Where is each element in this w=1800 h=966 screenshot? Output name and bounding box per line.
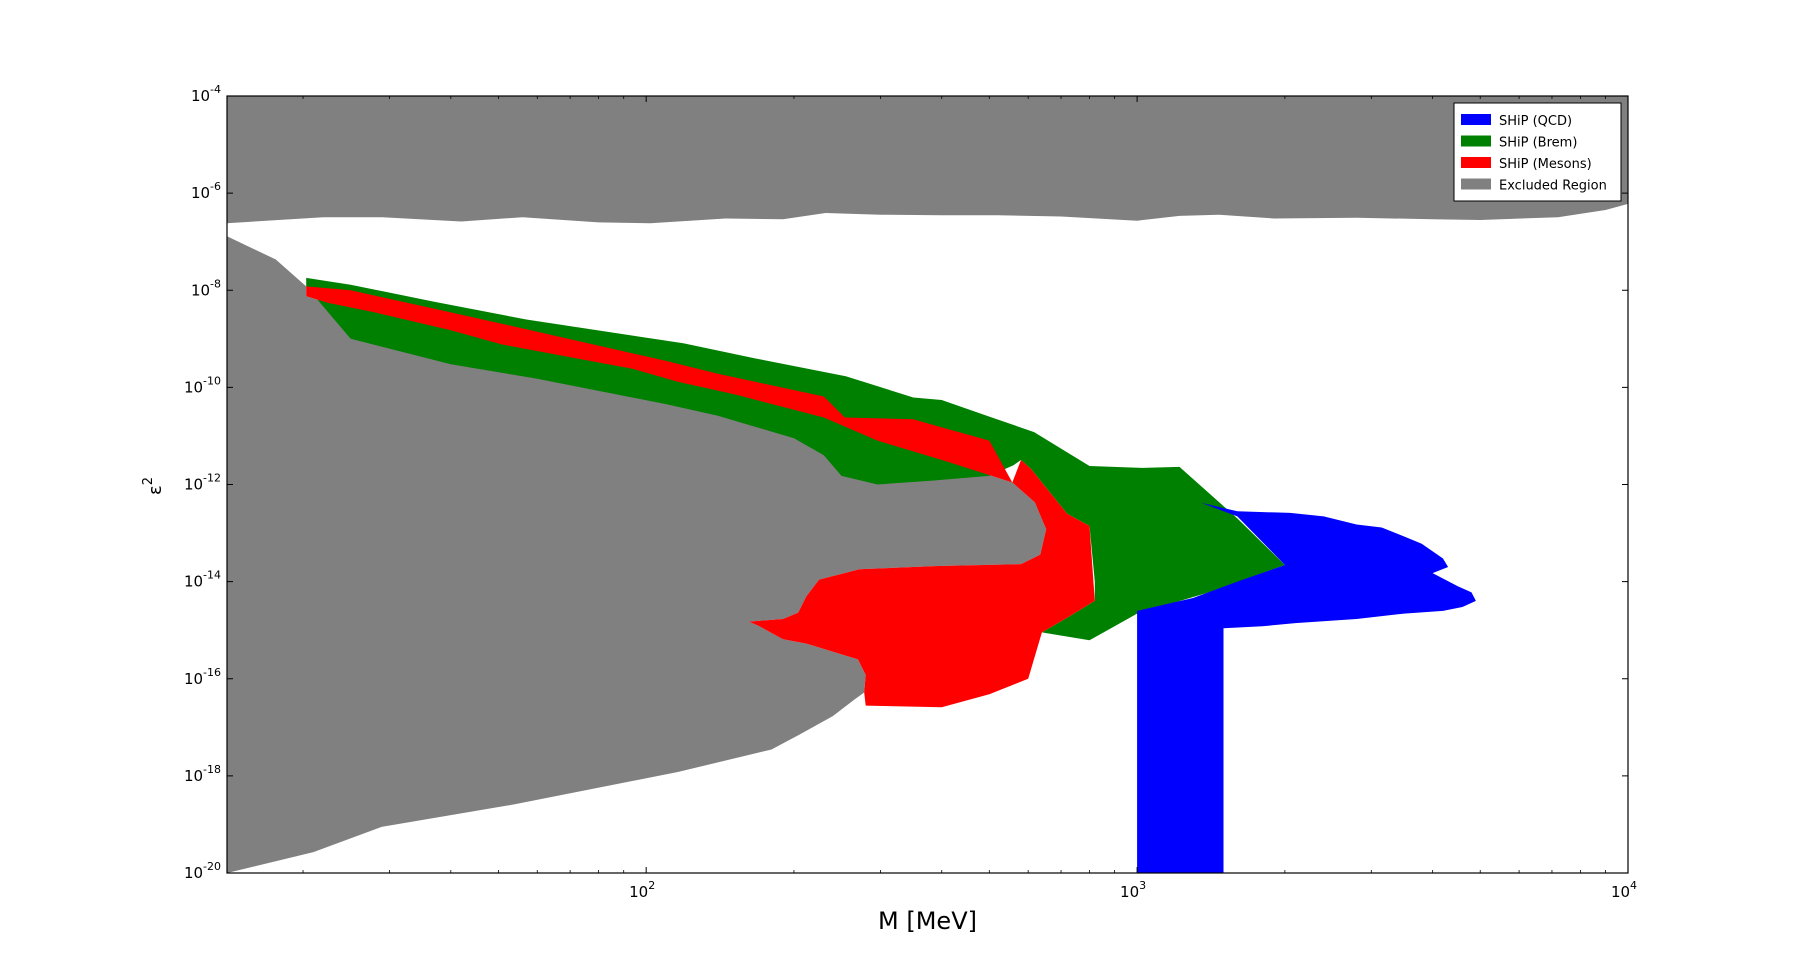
region-excluded-region-1 xyxy=(227,236,1047,873)
x-tick-label: 102 xyxy=(629,879,655,901)
legend-swatch xyxy=(1461,157,1491,168)
legend-swatch xyxy=(1461,114,1491,125)
y-tick-label: 10-20 xyxy=(184,860,221,882)
y-tick-label: 10-16 xyxy=(184,666,221,688)
x-tick-label: 103 xyxy=(1120,879,1146,901)
legend-swatch xyxy=(1461,135,1491,147)
y-axis-title: ε2 xyxy=(141,477,166,495)
region-excluded-region-0 xyxy=(227,96,1628,224)
y-tick-label: 10-14 xyxy=(184,569,221,591)
y-tick-label: 10-10 xyxy=(184,374,221,396)
legend-label: Excluded Region xyxy=(1499,179,1607,194)
region-ship-brem-0 xyxy=(306,277,1285,641)
area-layer xyxy=(227,96,1628,873)
region-ship-qcd-0 xyxy=(1137,502,1476,873)
legend-label: SHiP (Mesons) xyxy=(1499,157,1592,172)
y-tick-label: 10-8 xyxy=(191,277,221,299)
region-ship-mesons-0 xyxy=(306,286,1095,708)
legend: SHiP (QCD) SHiP (Brem) SHiP (Mesons) Exclud… xyxy=(1453,102,1622,202)
y-tick-label: 10-6 xyxy=(191,180,221,202)
legend-label: SHiP (QCD) xyxy=(1499,114,1572,129)
y-tick-label: 10-18 xyxy=(184,763,221,785)
legend-label: SHiP (Brem) xyxy=(1499,136,1577,151)
x-axis-title: M [MeV] xyxy=(878,907,977,935)
tick-layer: 102 103 104 10-4 10-6 10-8 10-10 10-12 10-14 10-1… xyxy=(184,83,1637,901)
y-tick-label: 10-12 xyxy=(184,472,221,494)
y-tick-label: 10-4 xyxy=(191,83,221,105)
x-tick-label: 104 xyxy=(1611,879,1637,901)
legend-swatch xyxy=(1461,178,1491,190)
